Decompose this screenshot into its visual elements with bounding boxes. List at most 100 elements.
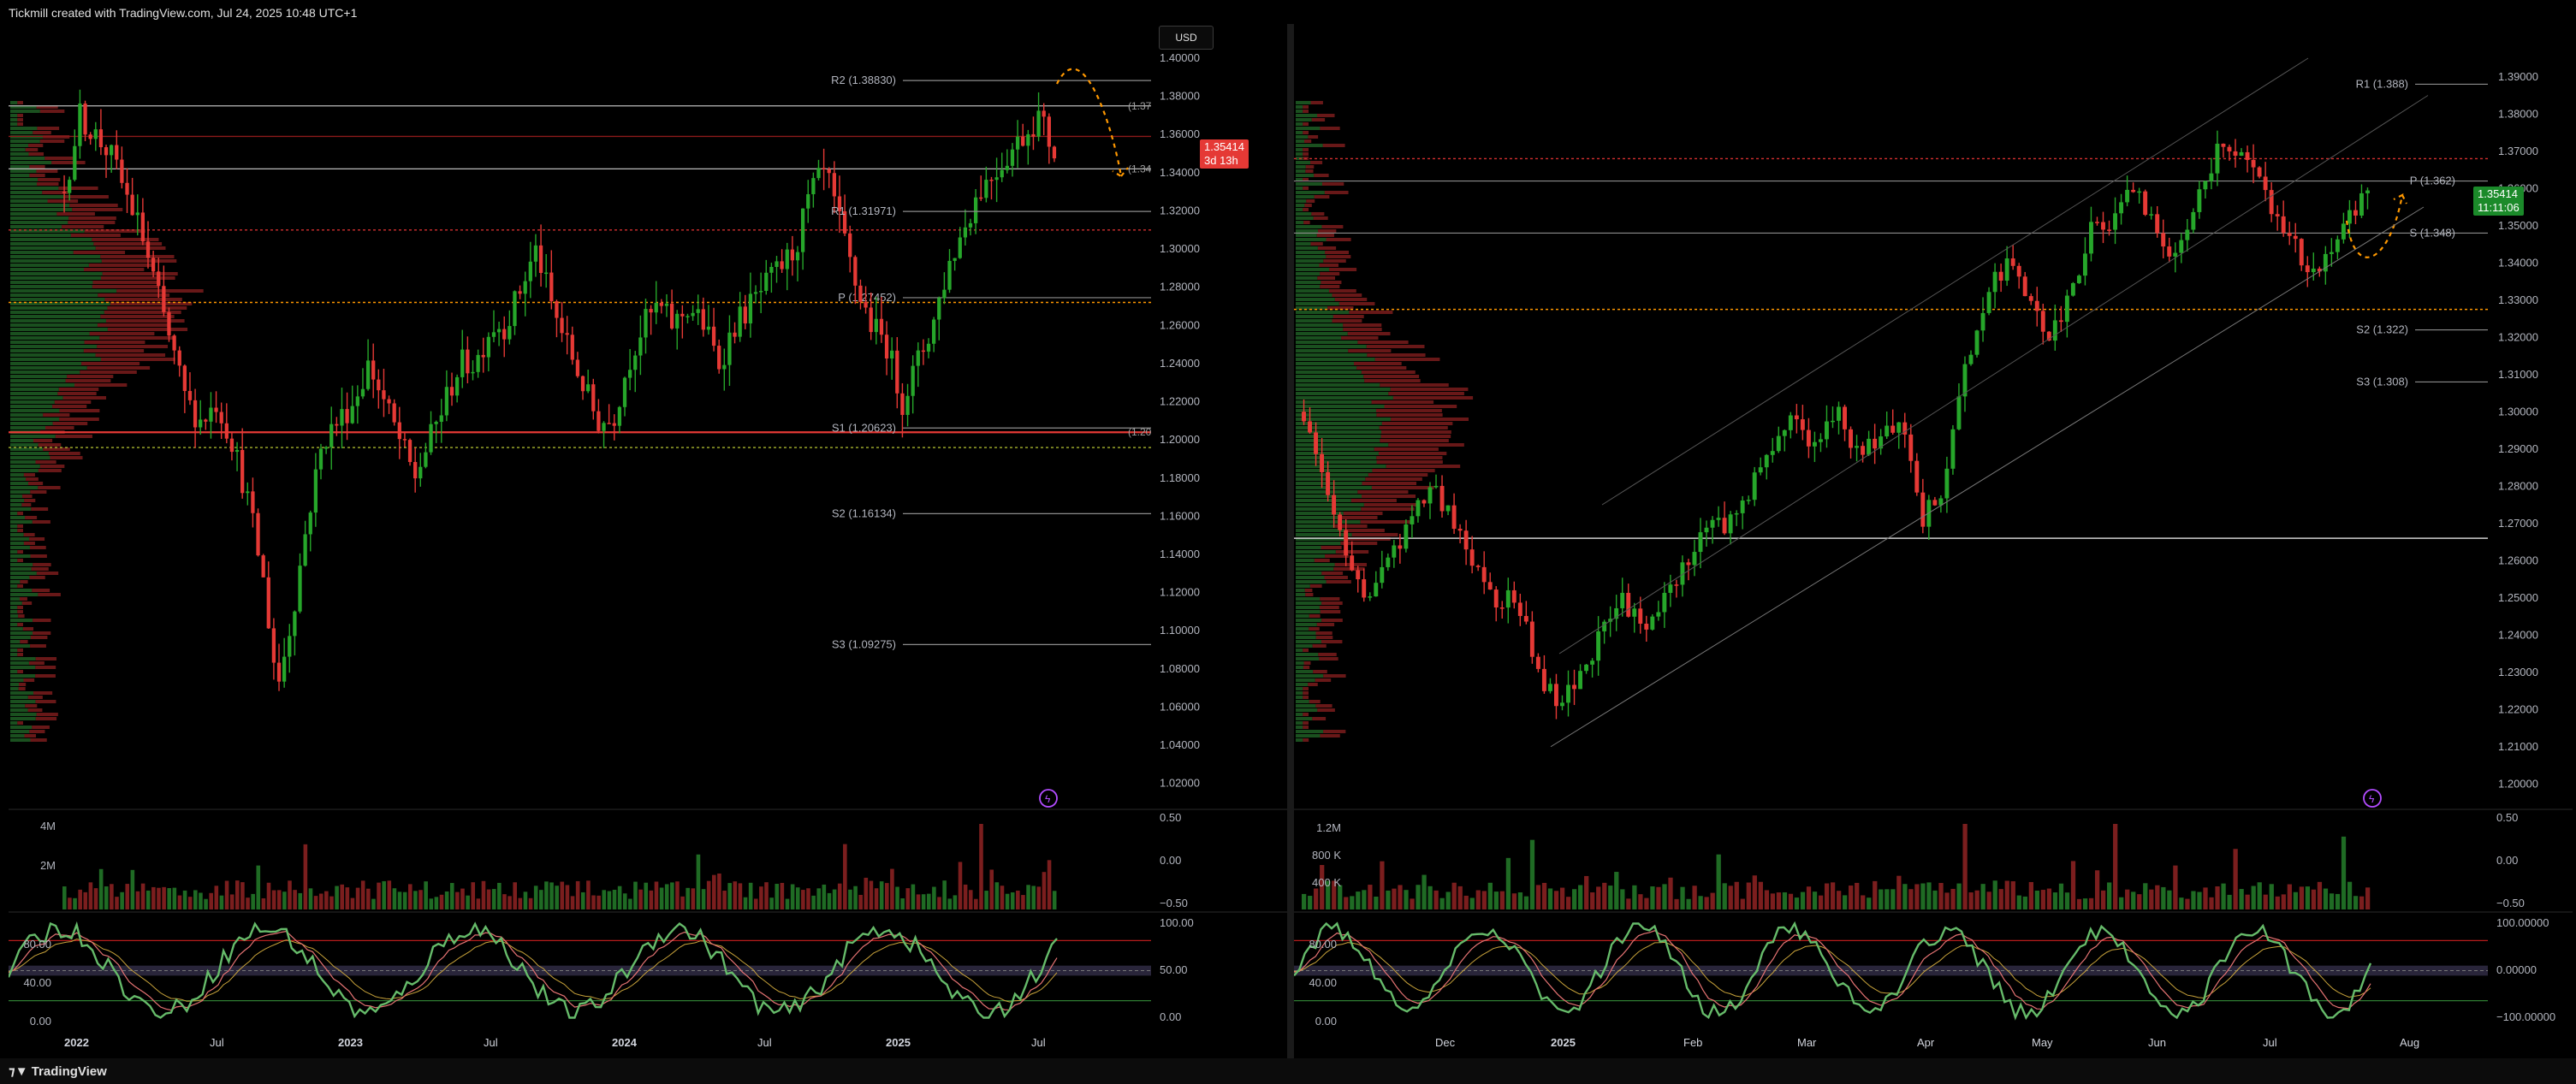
- volume-profile-bar-up: [1296, 264, 1320, 267]
- volume-bar: [1914, 884, 1920, 909]
- volume-profile-bar-down: [1315, 631, 1333, 635]
- volume-profile-bar-up: [1296, 473, 1368, 477]
- volume-profile-bar-up: [1296, 516, 1341, 519]
- volume-profile-bar-down: [36, 713, 58, 716]
- volume-profile-bar-down: [1303, 221, 1310, 224]
- volume-profile-bar-down: [43, 447, 70, 451]
- volume-bar: [1380, 861, 1385, 909]
- volume-profile-bar-up: [1296, 537, 1348, 541]
- volume-profile-bar-down: [1321, 281, 1342, 284]
- volume-profile-bar-down: [1310, 101, 1323, 104]
- oscillator-fast-line: [1294, 921, 2372, 1021]
- volume-profile-bar-down: [29, 165, 45, 169]
- candle-body: [2088, 222, 2093, 254]
- volume-bar: [266, 882, 271, 909]
- candle-body: [659, 302, 664, 306]
- left-chart-panel[interactable]: 1.40000 1.38000 1.36000 1.34000 1.32000 1.300…: [9, 24, 1287, 1057]
- right-chart-panel[interactable]: 1.390001.380001.370001.360001.350001.340…: [1294, 24, 2573, 1057]
- volume-bar: [942, 880, 947, 909]
- candle-body: [360, 388, 365, 397]
- left-chart-canvas[interactable]: 1.40000 1.38000 1.36000 1.34000 1.32000 1.300…: [9, 24, 1287, 1057]
- volume-bar: [701, 889, 706, 909]
- candle-body: [932, 319, 936, 344]
- volume-profile-bar-up: [10, 482, 28, 485]
- volume-profile-bar-down: [1313, 216, 1328, 220]
- volume-profile-bar-down: [1303, 187, 1309, 190]
- candle-body: [884, 335, 889, 358]
- volume-bar: [1016, 890, 1020, 909]
- volume-bar: [1535, 885, 1541, 909]
- volume-bar: [2323, 888, 2329, 909]
- candle-body: [727, 332, 732, 365]
- volume-bar: [1042, 872, 1047, 909]
- volume-profile-bar-up: [1296, 276, 1318, 280]
- volume-profile-bar-down: [1324, 191, 1349, 194]
- volume-profile-bar-up: [1296, 105, 1303, 109]
- candle-body: [795, 252, 800, 261]
- volume-profile-bar-down: [1344, 529, 1385, 532]
- candle-body: [513, 291, 517, 327]
- candle-body: [1493, 589, 1499, 608]
- volume-bar: [2004, 880, 2009, 909]
- candle-body: [1314, 432, 1319, 454]
- volume-bar: [2028, 881, 2033, 909]
- candle-body: [2191, 211, 2196, 230]
- volume-bar: [224, 880, 229, 909]
- volume-bar: [2317, 881, 2323, 909]
- volume-profile-bar-up: [10, 734, 25, 737]
- volume-profile-bar-up: [10, 443, 39, 447]
- candle-body: [1656, 612, 1661, 617]
- volume-profile-bar-down: [1332, 319, 1362, 323]
- volume-profile-bar-up: [1296, 691, 1303, 695]
- price-tick-label: 1.38000: [1160, 90, 1200, 103]
- volume-profile-bar-up: [10, 264, 89, 267]
- volume-bar: [1541, 882, 1547, 909]
- volume-profile-bar-down: [1334, 298, 1368, 301]
- candle-body: [1392, 545, 1397, 558]
- candle-body: [607, 423, 611, 424]
- channel-line-upper: [1601, 57, 2309, 506]
- tradingview-logo[interactable]: ⁊▼ TradingView: [9, 1063, 107, 1079]
- candle-body: [2173, 252, 2178, 257]
- panel-divider[interactable]: [1287, 24, 1294, 1058]
- oscillator-tick-label: 80.00: [23, 938, 51, 951]
- volume-bar: [261, 897, 266, 909]
- volume-bar: [219, 895, 224, 909]
- oscillator-tick-label: 40.00: [1309, 976, 1337, 989]
- volume-bar: [140, 883, 145, 909]
- time-tick-label: Mar: [1797, 1036, 1817, 1049]
- candle-body: [1650, 616, 1655, 630]
- volume-profile-bar-down: [38, 443, 62, 447]
- volume-bar: [282, 891, 287, 909]
- volume-profile-bar-up: [10, 221, 68, 224]
- volume-bar: [1416, 885, 1421, 909]
- volume-profile-bar-up: [10, 370, 80, 374]
- volume-profile-bar-up: [1296, 255, 1327, 258]
- volume-bar: [1338, 885, 1343, 909]
- candle-body: [1818, 439, 1823, 442]
- volume-profile-bar-up: [1296, 139, 1305, 143]
- currency-button[interactable]: USD: [1159, 26, 1214, 50]
- volume-profile-bar-up: [1296, 212, 1312, 216]
- candle-body: [1433, 485, 1439, 488]
- volume-bar: [460, 888, 465, 909]
- candle-body: [318, 448, 323, 470]
- volume-profile-bar-up: [10, 674, 36, 678]
- candle-body: [1728, 514, 1733, 534]
- volume-profile-bar-up: [1296, 563, 1335, 566]
- volume-bar: [837, 883, 842, 909]
- candle-body: [926, 343, 931, 352]
- volume-profile-bar-down: [59, 418, 99, 421]
- candle-body: [1806, 429, 1811, 447]
- candle-body: [565, 333, 569, 335]
- volume-profile-bar-up: [1296, 127, 1321, 130]
- volume-profile-bar-up: [10, 144, 29, 147]
- volume-profile-bar-up: [1296, 631, 1316, 635]
- volume-profile-bar-up: [10, 563, 33, 566]
- volume-bar: [617, 886, 622, 909]
- right-chart-canvas[interactable]: 1.390001.380001.370001.360001.350001.340…: [1294, 24, 2573, 1057]
- candle-body: [973, 197, 978, 223]
- volume-profile-bar-down: [1321, 182, 1344, 186]
- candle-body: [1734, 512, 1739, 515]
- candle-body: [2113, 213, 2118, 230]
